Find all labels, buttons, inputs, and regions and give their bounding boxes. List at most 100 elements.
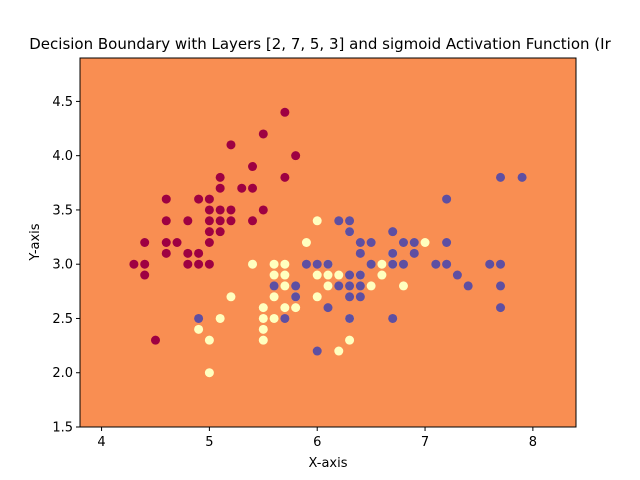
x-tick-label: 5	[205, 435, 213, 450]
scatter-point-class-2-36	[452, 270, 462, 280]
scatter-point-class-2-25	[388, 259, 398, 269]
y-axis-ticks: 1.5 2.0 2.5 3.0 3.5 4.0 4.5	[52, 95, 80, 436]
chart-title: Decision Boundary with Layers [2, 7, 5, …	[29, 35, 611, 53]
scatter-point-class-0-14	[194, 248, 204, 258]
scatter-point-class-1-19	[301, 238, 311, 247]
scatter-point-class-2-11	[334, 216, 344, 226]
scatter-point-class-0-5	[161, 248, 171, 258]
scatter-point-class-2-16	[345, 227, 355, 237]
scatter-point-class-2-27	[388, 227, 398, 237]
scatter-point-class-1-3	[215, 313, 225, 323]
scatter-point-class-1-9	[269, 313, 279, 323]
scatter-point-class-2-17	[345, 216, 355, 226]
scatter-point-class-1-7	[258, 313, 268, 323]
scatter-point-class-2-19	[355, 281, 365, 291]
y-tick-label: 3.0	[52, 258, 73, 273]
y-tick-label: 1.5	[52, 421, 73, 436]
scatter-point-class-1-23	[323, 281, 333, 291]
scatter-point-class-0-28	[226, 205, 236, 215]
scatter-point-class-2-8	[323, 303, 333, 313]
scatter-point-class-1-15	[280, 270, 290, 280]
scatter-point-class-2-38	[485, 259, 495, 269]
plot-frame	[79, 57, 577, 428]
scatter-point-class-2-34	[442, 238, 452, 247]
scatter-point-class-1-20	[312, 292, 322, 302]
scatter-point-class-0-26	[215, 172, 225, 182]
data-points	[129, 107, 527, 378]
scatter-point-class-0-9	[172, 238, 182, 247]
scatter-point-class-2-1	[269, 281, 279, 291]
scatter-point-class-0-1	[140, 270, 150, 280]
scatter-point-class-0-38	[291, 151, 301, 161]
scatter-point-class-2-2	[280, 313, 290, 323]
scatter-point-class-0-33	[248, 162, 258, 172]
y-tick-label: 3.5	[52, 203, 73, 218]
scatter-point-class-0-36	[280, 172, 290, 182]
scatter-point-class-2-28	[398, 259, 408, 269]
scatter-point-class-2-0	[194, 313, 204, 323]
scatter-point-class-0-7	[161, 216, 171, 226]
scatter-point-class-2-30	[409, 248, 419, 258]
scatter-point-class-2-29	[398, 238, 408, 247]
scatter-point-class-0-17	[204, 238, 214, 247]
scatter-point-class-2-12	[345, 313, 355, 323]
scatter-point-class-1-11	[269, 270, 279, 280]
scatter-point-class-2-44	[355, 270, 365, 280]
scatter-point-class-1-28	[345, 335, 355, 345]
scatter-point-class-0-19	[204, 216, 214, 226]
scatter-point-class-2-4	[291, 281, 301, 291]
scatter-point-class-0-34	[258, 205, 268, 215]
scatter-point-class-0-27	[226, 216, 236, 226]
scatter-point-class-1-2	[204, 335, 214, 345]
scatter-point-class-1-6	[258, 324, 268, 334]
scatter-point-class-2-3	[291, 292, 301, 302]
scatter-point-class-0-35	[258, 129, 268, 139]
scatter-point-class-1-0	[194, 324, 204, 334]
scatter-point-class-1-38	[248, 259, 258, 269]
scatter-point-class-1-32	[366, 281, 376, 291]
scatter-point-class-2-32	[431, 259, 441, 269]
scatter-point-class-2-5	[301, 259, 311, 269]
scatter-point-class-1-10	[269, 292, 279, 302]
scatter-point-class-2-41	[496, 259, 506, 269]
y-tick-label: 4.0	[52, 149, 73, 164]
decision-region	[80, 58, 576, 427]
scatter-point-class-0-22	[215, 227, 225, 237]
x-tick-label: 8	[529, 435, 537, 450]
scatter-point-class-2-26	[388, 248, 398, 258]
scatter-point-class-0-32	[248, 183, 258, 193]
scatter-point-class-2-35	[442, 194, 452, 204]
scatter-point-class-1-16	[280, 259, 290, 269]
scatter-point-class-2-18	[355, 292, 365, 302]
y-tick-label: 4.5	[52, 95, 73, 110]
scatter-point-class-2-39	[496, 303, 506, 313]
scatter-point-class-0-25	[215, 183, 225, 193]
scatter-point-class-0-8	[161, 194, 171, 204]
scatter-point-class-1-34	[377, 259, 387, 269]
scatter-point-class-1-22	[312, 216, 322, 226]
scatter-point-class-1-24	[323, 270, 333, 280]
scatter-point-class-2-42	[496, 172, 506, 182]
scatter-point-class-2-43	[517, 172, 527, 182]
scatter-point-class-1-14	[280, 281, 290, 291]
scatter-point-class-0-21	[204, 194, 214, 204]
scatter-point-class-2-37	[463, 281, 473, 291]
scatter-point-class-2-33	[442, 259, 452, 269]
scatter-point-class-1-33	[377, 270, 387, 280]
y-axis-label: Y-axis	[28, 223, 43, 261]
scatter-point-class-0-10	[183, 259, 193, 269]
y-tick-label: 2.5	[52, 312, 73, 327]
scatter-point-class-1-26	[334, 346, 344, 356]
scatter-point-class-1-36	[398, 281, 408, 291]
scatter-point-class-2-31	[409, 238, 419, 247]
scatter-point-class-1-37	[420, 238, 430, 247]
scatter-point-class-0-3	[140, 238, 150, 247]
scatter-point-class-0-24	[215, 205, 225, 215]
scatter-point-class-0-4	[150, 335, 160, 345]
x-axis-ticks: 4 5 6 7 8	[97, 427, 537, 450]
scatter-point-class-0-13	[194, 259, 204, 269]
scatter-point-class-1-4	[226, 292, 236, 302]
x-tick-label: 4	[97, 435, 105, 450]
scatter-point-class-0-11	[183, 248, 193, 258]
